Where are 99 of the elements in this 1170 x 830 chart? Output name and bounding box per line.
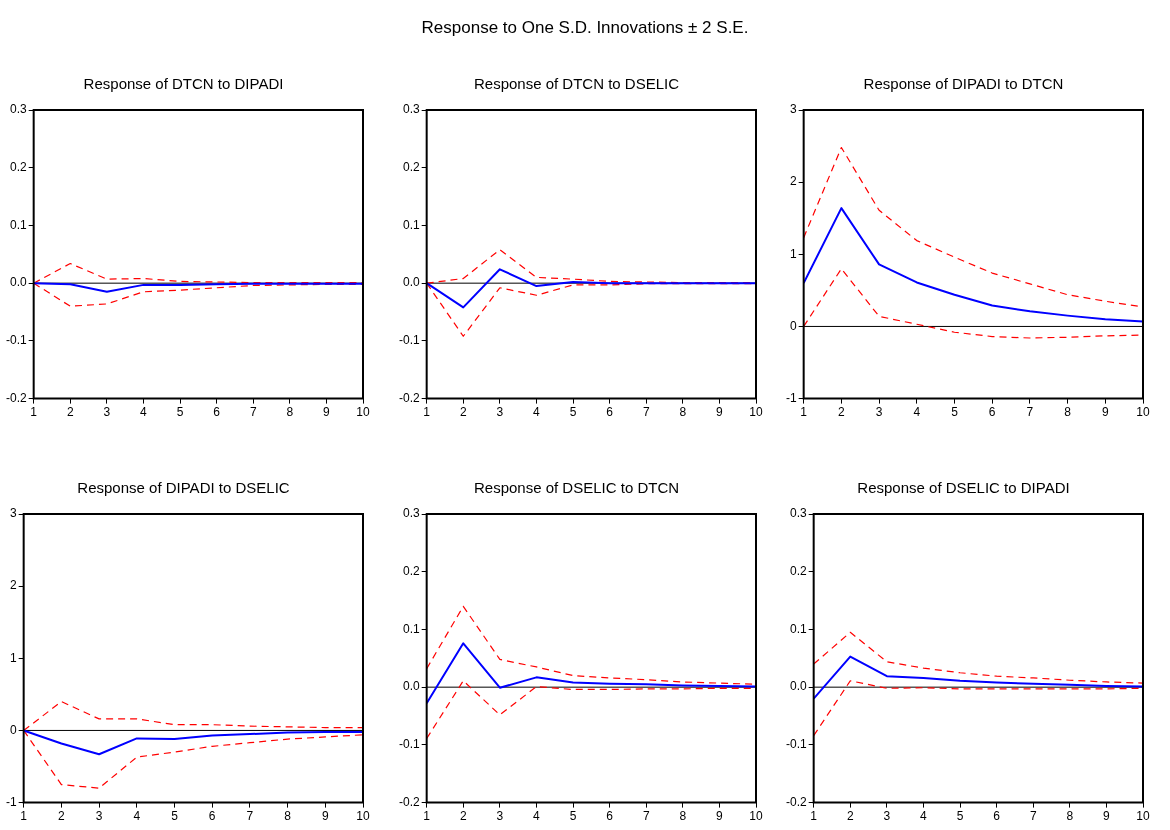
y-tick-label: 0 (9, 722, 17, 737)
y-tick-label: 1 (9, 650, 17, 665)
x-tick-label: 4 (133, 809, 141, 824)
text: Response to One S.D. Innovations ± 2 S.E. (420, 18, 750, 38)
x-tick-label: 5 (176, 405, 184, 420)
y-tick-label: -0.2 (5, 390, 27, 405)
x-tick-label: 6 (208, 809, 216, 824)
x-tick-label: 7 (1029, 809, 1037, 824)
x-tick-label: 10 (356, 809, 370, 824)
x-tick-label: 3 (95, 809, 103, 824)
x-tick-label: 9 (716, 809, 724, 824)
x-tick-label: 4 (913, 405, 921, 420)
x-tick-label: 9 (1101, 405, 1109, 420)
x-tick-label: 7 (642, 809, 650, 824)
x-tick-label: 5 (956, 809, 964, 824)
y-tick-label: -0.1 (785, 737, 807, 752)
chart-title: Response of DTCN to DIPADI (83, 75, 284, 93)
x-tick-label: 8 (1064, 405, 1072, 420)
chart-title: Response of DSELIC to DTCN (473, 479, 680, 497)
y-tick-label: 0.3 (402, 506, 420, 521)
y-tick-label: 0.3 (789, 506, 807, 521)
x-tick-label: 8 (679, 405, 687, 420)
x-tick-label: 3 (103, 405, 111, 420)
x-tick-label: 9 (716, 405, 724, 420)
x-tick-label: 3 (883, 809, 891, 824)
x-tick-label: 2 (459, 405, 467, 420)
x-tick-label: 4 (920, 809, 928, 824)
x-tick-label: 8 (1066, 809, 1074, 824)
x-tick-label: 1 (810, 809, 818, 824)
x-tick-label: 6 (993, 809, 1001, 824)
x-tick-label: 7 (246, 809, 254, 824)
y-tick-label: -0.1 (398, 737, 420, 752)
x-tick-label: 10 (356, 405, 370, 420)
x-tick-label: 10 (749, 809, 763, 824)
y-tick-label: -1 (786, 390, 797, 405)
x-tick-label: 6 (606, 809, 614, 824)
x-tick-label: 5 (569, 405, 577, 420)
y-tick-label: 0.2 (402, 160, 420, 175)
y-tick-label: 0.0 (402, 679, 420, 694)
x-tick-label: 5 (569, 809, 577, 824)
x-tick-label: 9 (323, 405, 331, 420)
y-tick-label: -0.2 (398, 390, 420, 405)
x-tick-label: 3 (496, 809, 504, 824)
x-tick-label: 1 (30, 405, 38, 420)
x-tick-label: 8 (284, 809, 292, 824)
x-tick-label: 10 (1136, 809, 1150, 824)
y-tick-label: 0.3 (9, 102, 27, 117)
x-tick-label: 10 (749, 405, 763, 420)
chart-title: Response of DIPADI to DSELIC (77, 479, 290, 497)
x-tick-label: 9 (321, 809, 329, 824)
x-tick-label: 10 (1136, 405, 1150, 420)
y-tick-label: -0.2 (398, 794, 420, 809)
y-tick-label: 1 (789, 246, 797, 261)
y-tick-label: 3 (789, 102, 797, 117)
y-tick-label: 0.2 (9, 160, 27, 175)
x-tick-label: 2 (58, 809, 66, 824)
x-tick-label: 8 (679, 809, 687, 824)
x-tick-label: 2 (459, 809, 467, 824)
y-tick-label: 0.2 (402, 564, 420, 579)
x-tick-label: 7 (249, 405, 257, 420)
y-tick-label: -0.2 (785, 794, 807, 809)
y-tick-label: 0.1 (9, 217, 27, 232)
chart-title: Response of DSELIC to DIPADI (857, 479, 1070, 497)
chart-title: Response of DTCN to DSELIC (473, 75, 680, 93)
y-tick-label: 0.3 (402, 102, 420, 117)
x-tick-label: 7 (642, 405, 650, 420)
y-tick-label: -1 (6, 794, 17, 809)
x-tick-label: 2 (838, 405, 846, 420)
x-tick-label: 6 (606, 405, 614, 420)
y-tick-label: -0.1 (398, 333, 420, 348)
x-tick-label: 3 (496, 405, 504, 420)
x-tick-label: 4 (140, 405, 148, 420)
x-tick-label: 4 (533, 809, 541, 824)
y-tick-label: 0.0 (9, 275, 27, 290)
y-tick-label: 3 (9, 506, 17, 521)
y-tick-label: 0.1 (789, 621, 807, 636)
x-tick-label: 2 (846, 809, 854, 824)
chart-title: Response of DIPADI to DTCN (863, 75, 1064, 93)
x-tick-label: 2 (66, 405, 74, 420)
y-tick-label: 2 (789, 174, 797, 189)
x-tick-label: 5 (171, 809, 179, 824)
x-tick-label: 6 (213, 405, 221, 420)
x-tick-label: 9 (1103, 809, 1111, 824)
x-tick-label: 1 (423, 405, 431, 420)
x-tick-label: 4 (533, 405, 541, 420)
y-tick-label: 0.2 (789, 564, 807, 579)
y-tick-label: 0.0 (789, 679, 807, 694)
y-tick-label: 0 (789, 318, 797, 333)
y-tick-label: 2 (9, 578, 17, 593)
y-tick-label: 0.1 (402, 621, 420, 636)
y-tick-label: -0.1 (5, 333, 27, 348)
x-tick-label: 1 (423, 809, 431, 824)
x-tick-label: 3 (875, 405, 883, 420)
x-tick-label: 8 (286, 405, 294, 420)
y-tick-label: 0.1 (402, 217, 420, 232)
x-tick-label: 5 (951, 405, 959, 420)
x-tick-label: 7 (1026, 405, 1034, 420)
y-tick-label: 0.0 (402, 275, 420, 290)
x-tick-label: 6 (988, 405, 996, 420)
